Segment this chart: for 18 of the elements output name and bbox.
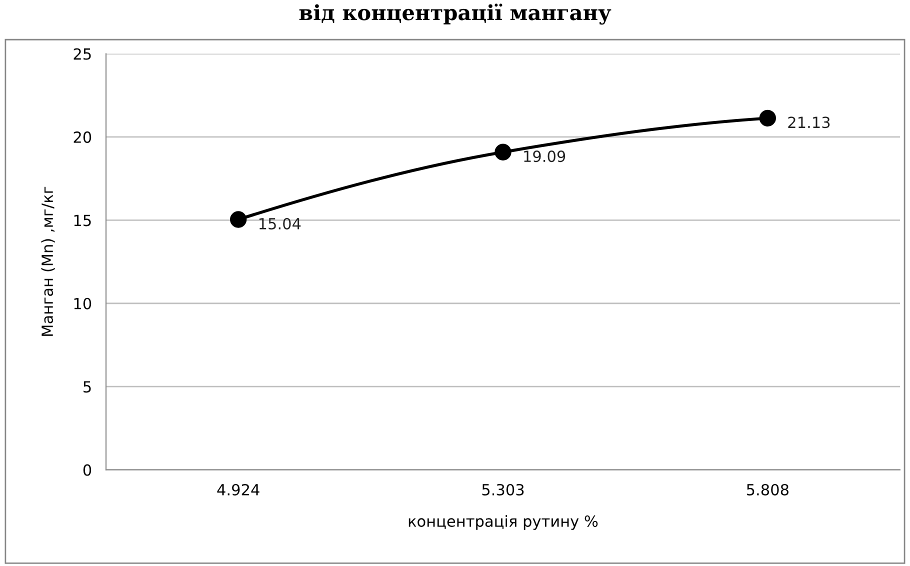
x-tick-label: 5.808 <box>746 484 788 496</box>
data-label: 19.09 <box>524 150 566 162</box>
data-label: 15.04 <box>259 218 301 230</box>
y-tick-label: 0 <box>83 464 92 476</box>
point <box>230 211 247 228</box>
point <box>759 110 776 126</box>
y-tick-label: 25 <box>74 48 91 60</box>
y-axis-title: Манган (Mn) ,мг/кг <box>41 186 55 336</box>
chart-title: від концентрації мангану <box>299 4 612 25</box>
y-tick-label: 20 <box>74 131 92 143</box>
x-tick-label: 4.924 <box>217 484 260 496</box>
data-label: 21.13 <box>788 116 830 128</box>
point <box>494 144 512 160</box>
y-tick-label: 15 <box>74 214 91 226</box>
x-tick-label: 5.303 <box>482 484 524 496</box>
x-axis-title: концентрація рутину % <box>408 515 598 530</box>
y-tick-label: 5 <box>84 381 91 393</box>
y-tick-label: 10 <box>74 298 92 310</box>
